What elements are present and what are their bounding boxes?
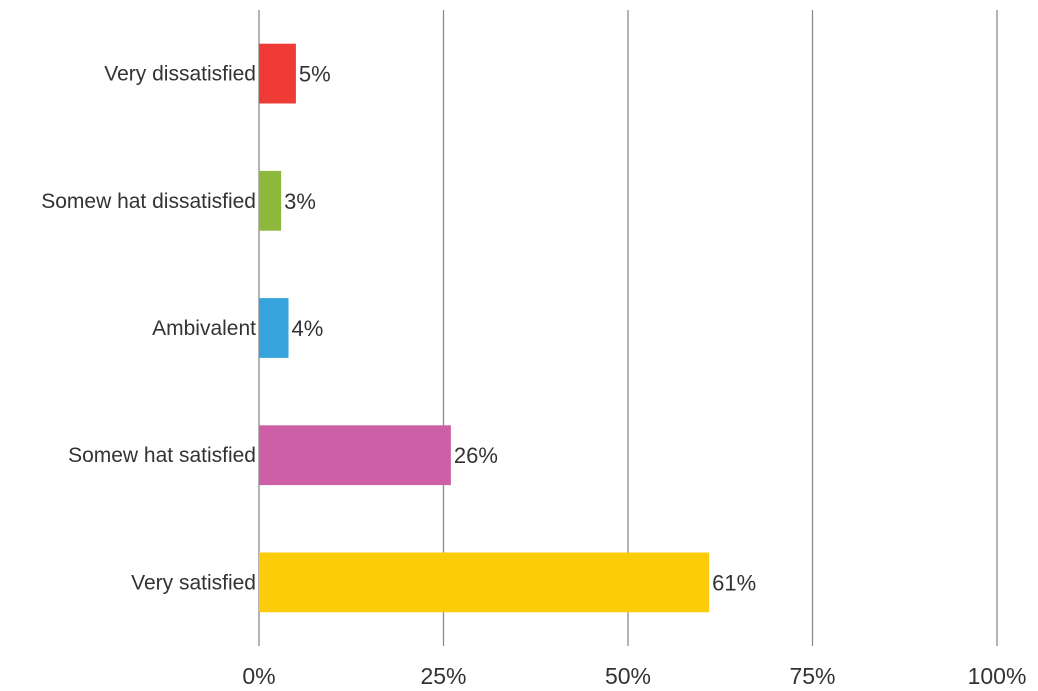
bar-somew-hat-satisfied bbox=[259, 425, 451, 486]
value-label-very-dissatisfied: 5% bbox=[299, 62, 331, 87]
category-label-somew-hat-dissatisfied: Somew hat dissatisfied bbox=[41, 190, 256, 213]
category-label-very-dissatisfied: Very dissatisfied bbox=[104, 63, 256, 86]
x-tick-label-0: 0% bbox=[242, 663, 275, 689]
value-label-very-satisfied: 61% bbox=[712, 570, 756, 595]
x-tick-labels: 0% 25% 50% 75% 100% bbox=[242, 663, 1026, 689]
category-label-somew-hat-satisfied: Somew hat satisfied bbox=[68, 444, 256, 467]
bars bbox=[259, 43, 710, 613]
value-label-somew-hat-satisfied: 26% bbox=[454, 443, 498, 468]
x-tick-label-50: 50% bbox=[605, 663, 651, 689]
x-tick-label-75: 75% bbox=[789, 663, 835, 689]
bar-very-dissatisfied bbox=[259, 43, 296, 104]
value-label-somew-hat-dissatisfied: 3% bbox=[284, 189, 316, 214]
x-tick-label-100: 100% bbox=[968, 663, 1027, 689]
category-labels: Very dissatisfied Somew hat dissatisfied A… bbox=[41, 63, 256, 595]
bar-very-satisfied bbox=[259, 552, 710, 613]
bar-somew-hat-dissatisfied bbox=[259, 170, 282, 231]
category-label-very-satisfied: Very satisfied bbox=[131, 571, 256, 594]
grid-lines bbox=[258, 10, 998, 646]
x-tick-label-25: 25% bbox=[420, 663, 466, 689]
category-label-ambivalent: Ambivalent bbox=[152, 317, 256, 340]
value-label-ambivalent: 4% bbox=[292, 316, 324, 341]
value-labels: 5% 3% 4% 26% 61% bbox=[284, 62, 756, 596]
bar-ambivalent bbox=[259, 298, 289, 358]
